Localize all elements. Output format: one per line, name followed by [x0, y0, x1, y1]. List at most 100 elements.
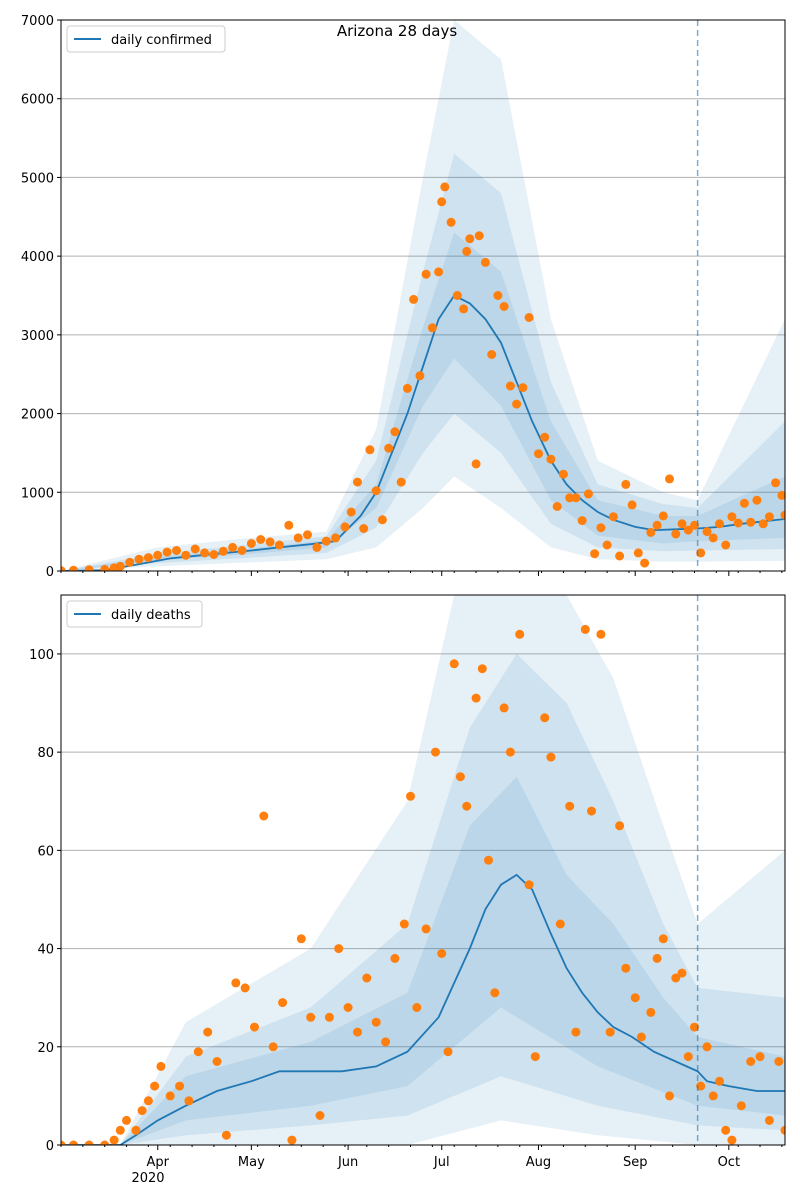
- confirmed-data-point: [331, 533, 341, 543]
- confirmed-data-point: [534, 449, 543, 459]
- confirmed-data-point: [209, 550, 219, 559]
- deaths-data-point: [131, 1125, 141, 1135]
- deaths-data-point: [431, 747, 440, 757]
- confirmed-data-point: [181, 550, 191, 560]
- confirmed-x-axis: [60, 571, 783, 576]
- x-tick-label: May: [238, 1155, 265, 1170]
- confirmed-band: [61, 20, 785, 571]
- deaths-y-tick-label: 0: [46, 1139, 54, 1154]
- confirmed-data-point: [452, 291, 462, 300]
- confirmed-y-tick-label: 4000: [21, 250, 54, 265]
- confirmed-data-point: [390, 427, 400, 437]
- confirmed-line-path: [61, 294, 785, 571]
- deaths-data-point: [296, 934, 306, 944]
- confirmed-data-point: [571, 493, 581, 503]
- confirmed-data-point: [293, 533, 303, 543]
- confirmed-data-point: [284, 520, 294, 530]
- confirmed-observed-points: [61, 182, 785, 571]
- confirmed-data-point: [696, 548, 706, 558]
- deaths-data-point: [690, 1022, 699, 1032]
- deaths-data-point: [406, 791, 415, 801]
- x-tick-label: Oct: [718, 1155, 740, 1170]
- deaths-data-point: [505, 747, 515, 757]
- deaths-x-axis: Apr May Jun Jul Aug Sep Oct: [60, 1145, 783, 1170]
- x-tick-label: Apr: [146, 1155, 169, 1170]
- deaths-data-point: [193, 1047, 203, 1057]
- confirmed-band: [61, 153, 785, 571]
- deaths-data-point: [371, 1017, 381, 1027]
- deaths-data-point: [499, 703, 509, 713]
- x-axis-year-label: 2020: [131, 1171, 164, 1186]
- deaths-data-point: [727, 1135, 737, 1145]
- deaths-legend-box: [66, 600, 203, 628]
- deaths-data-point: [421, 924, 431, 934]
- confirmed-data-point: [340, 522, 350, 532]
- confirmed-data-point: [708, 533, 718, 543]
- confirmed-y-tick-label: 6000: [21, 93, 54, 108]
- deaths-data-point: [412, 1003, 422, 1012]
- confirmed-y-tick-label: 3000: [21, 329, 54, 344]
- confirmed-series-line: [61, 294, 785, 571]
- confirmed-data-point: [752, 495, 762, 505]
- x-tick-label: Sep: [623, 1155, 648, 1170]
- deaths-band: [61, 776, 785, 1145]
- confirmed-data-point: [61, 566, 66, 571]
- deaths-data-point: [715, 1076, 724, 1086]
- confirmed-data-point: [437, 197, 447, 207]
- deaths-data-point: [477, 664, 487, 674]
- deaths-y-tick-label: 80: [37, 746, 54, 761]
- deaths-data-point: [462, 801, 472, 811]
- confirmed-data-point: [440, 182, 450, 192]
- deaths-band: [61, 653, 785, 1145]
- deaths-data-point: [390, 953, 400, 963]
- deaths-data-point: [362, 973, 372, 983]
- confirmed-data-point: [499, 302, 509, 311]
- deaths-data-point: [665, 1091, 674, 1101]
- deaths-data-point: [268, 1042, 278, 1052]
- confirmed-legend: daily confirmed: [66, 25, 226, 53]
- deaths-data-point: [100, 1140, 110, 1145]
- deaths-y-tick-label: 20: [37, 1041, 54, 1056]
- confirmed-data-point: [771, 478, 781, 488]
- confirmed-data-point: [125, 557, 135, 567]
- deaths-data-point: [721, 1125, 731, 1135]
- deaths-data-point: [250, 1022, 259, 1032]
- confirmed-data-point: [265, 537, 275, 547]
- deaths-series-line: [61, 873, 785, 1145]
- confirmed-data-point: [421, 269, 431, 279]
- confirmed-data-point: [415, 371, 425, 381]
- confirmed-y-tick-label: 2000: [21, 408, 54, 423]
- confirmed-data-point: [583, 489, 593, 499]
- deaths-data-point: [605, 1027, 615, 1037]
- x-tick-label: Jun: [337, 1155, 358, 1170]
- confirmed-data-point: [353, 477, 362, 487]
- deaths-data-point: [565, 801, 575, 811]
- confirmed-data-point: [615, 551, 625, 561]
- confirmed-data-point: [633, 548, 643, 558]
- confirmed-data-point: [487, 350, 497, 359]
- deaths-observed-points: [61, 624, 785, 1145]
- deaths-data-point: [259, 811, 269, 821]
- confirmed-data-point: [552, 502, 562, 511]
- confirmed-data-point: [671, 529, 681, 539]
- confirmed-data-point: [721, 540, 731, 550]
- confirmed-data-point: [493, 291, 503, 300]
- confirmed-data-point: [115, 561, 125, 571]
- confirmed-uncertainty-bands: [61, 20, 785, 571]
- deaths-data-point: [437, 949, 447, 958]
- confirmed-data-point: [100, 564, 110, 571]
- x-tick-label: Aug: [526, 1155, 551, 1170]
- deaths-data-point: [240, 983, 250, 993]
- confirmed-data-point: [558, 469, 568, 479]
- deaths-data-point: [755, 1052, 765, 1062]
- confirmed-data-point: [690, 520, 699, 530]
- deaths-data-point: [524, 880, 534, 890]
- confirmed-data-point: [69, 565, 78, 571]
- confirmed-data-point: [303, 530, 312, 540]
- confirmed-data-point: [465, 234, 475, 244]
- confirmed-data-point: [658, 511, 668, 521]
- chart-title: Arizona 28 days: [337, 22, 458, 40]
- confirmed-data-point: [540, 432, 550, 442]
